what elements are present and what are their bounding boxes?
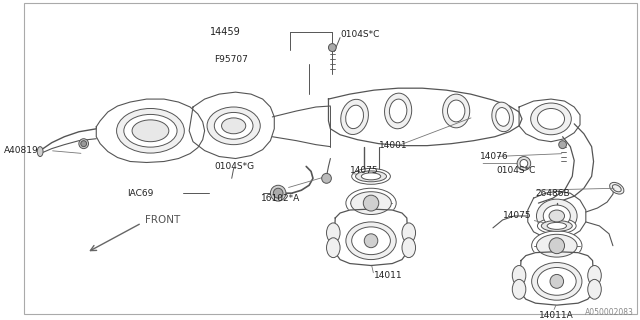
Polygon shape (328, 88, 522, 146)
Ellipse shape (346, 105, 364, 129)
Text: 14459: 14459 (209, 27, 240, 37)
Ellipse shape (512, 266, 526, 285)
Ellipse shape (132, 120, 169, 142)
Circle shape (328, 44, 336, 52)
Text: 14075: 14075 (503, 212, 532, 220)
Circle shape (79, 139, 88, 148)
Text: 16102*A: 16102*A (260, 194, 300, 203)
Ellipse shape (447, 100, 465, 122)
Circle shape (273, 188, 283, 198)
Ellipse shape (538, 108, 564, 129)
Ellipse shape (207, 107, 260, 145)
Polygon shape (520, 252, 593, 305)
Ellipse shape (326, 238, 340, 258)
Ellipse shape (356, 171, 387, 182)
Ellipse shape (389, 99, 407, 123)
Ellipse shape (588, 266, 602, 285)
Text: 0104S*C: 0104S*C (497, 166, 536, 175)
Ellipse shape (443, 94, 470, 128)
Ellipse shape (346, 188, 396, 218)
Ellipse shape (532, 262, 582, 300)
Text: 14076: 14076 (481, 152, 509, 161)
Text: A40819: A40819 (3, 146, 38, 155)
Circle shape (520, 159, 528, 167)
Ellipse shape (512, 279, 526, 299)
Circle shape (322, 173, 332, 183)
Ellipse shape (532, 231, 582, 260)
Text: A050002083: A050002083 (586, 308, 634, 316)
Text: 14011: 14011 (374, 271, 403, 280)
Ellipse shape (340, 99, 369, 134)
Ellipse shape (326, 223, 340, 243)
Ellipse shape (549, 210, 564, 222)
Ellipse shape (536, 199, 577, 233)
Text: F95707: F95707 (214, 55, 248, 64)
Circle shape (364, 234, 378, 248)
Text: 14075: 14075 (349, 166, 378, 175)
Ellipse shape (351, 192, 391, 214)
Ellipse shape (402, 238, 415, 258)
Ellipse shape (362, 173, 381, 180)
Text: 26486B: 26486B (536, 189, 570, 198)
Ellipse shape (538, 218, 576, 234)
Ellipse shape (352, 227, 390, 255)
Polygon shape (528, 191, 586, 240)
Ellipse shape (536, 234, 577, 257)
Ellipse shape (492, 102, 513, 132)
Ellipse shape (547, 222, 566, 229)
Ellipse shape (124, 115, 177, 147)
Ellipse shape (346, 222, 396, 260)
Ellipse shape (385, 93, 412, 129)
Text: 14011A: 14011A (540, 310, 574, 320)
Polygon shape (96, 99, 205, 163)
Circle shape (81, 141, 86, 147)
Ellipse shape (37, 147, 43, 156)
Ellipse shape (610, 182, 624, 194)
Text: IAC69: IAC69 (127, 189, 154, 198)
Text: 0104S*G: 0104S*G (214, 162, 255, 171)
Ellipse shape (531, 103, 572, 135)
Polygon shape (334, 209, 408, 266)
Text: 14001: 14001 (379, 141, 408, 150)
Ellipse shape (116, 108, 184, 153)
Circle shape (517, 156, 531, 171)
Ellipse shape (588, 279, 602, 299)
Polygon shape (519, 99, 580, 142)
Text: 0104S*C: 0104S*C (340, 30, 380, 39)
Circle shape (550, 275, 564, 288)
Ellipse shape (543, 205, 570, 227)
Ellipse shape (541, 220, 572, 231)
Circle shape (364, 195, 379, 211)
Text: FRONT: FRONT (145, 215, 180, 225)
Ellipse shape (496, 108, 509, 126)
Ellipse shape (221, 118, 246, 134)
Ellipse shape (538, 268, 576, 295)
Circle shape (271, 185, 286, 201)
Ellipse shape (214, 112, 253, 139)
Circle shape (559, 141, 566, 148)
Polygon shape (189, 92, 275, 158)
Circle shape (549, 238, 564, 254)
Ellipse shape (402, 223, 415, 243)
Ellipse shape (352, 168, 390, 184)
